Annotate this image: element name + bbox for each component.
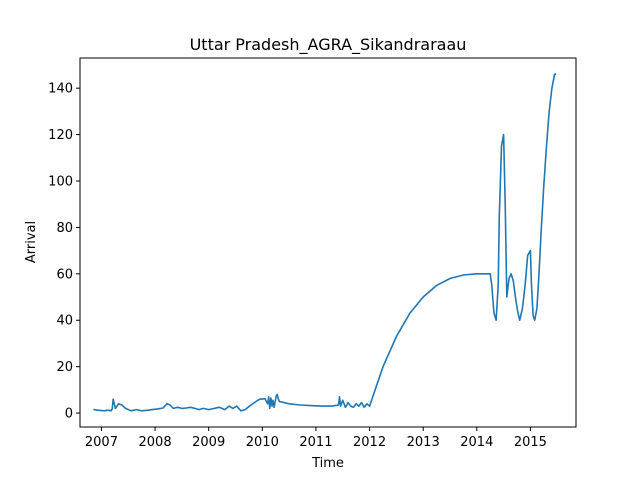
y-tick-label: 120 — [48, 128, 73, 143]
y-tick-label: 60 — [56, 267, 73, 282]
axes-frame — [79, 57, 577, 428]
x-tick-label: 2010 — [246, 435, 279, 450]
x-axis-ticks: 2007 2008 2009 2010 2011 2012 2013 2014 2015 — [85, 427, 547, 450]
chart-title: Uttar Pradesh_AGRA_Sikandraraau — [190, 35, 467, 55]
x-tick-label: 2014 — [460, 435, 493, 450]
y-tick-label: 40 — [56, 314, 73, 329]
x-tick-label: 2013 — [407, 435, 440, 450]
y-tick-label: 80 — [56, 221, 73, 236]
y-axis-ticks: 0 20 40 60 80 100 120 140 — [48, 82, 80, 422]
x-tick-label: 2011 — [299, 435, 332, 450]
y-axis-label: Arrival — [24, 221, 39, 263]
x-tick-label: 2007 — [85, 435, 118, 450]
series-line-0 — [93, 73, 557, 412]
y-tick-label: 100 — [48, 175, 73, 190]
y-tick-label: 20 — [56, 360, 73, 375]
plot-area — [93, 73, 557, 412]
x-tick-label: 2009 — [192, 435, 225, 450]
x-tick-label: 2008 — [139, 435, 172, 450]
x-tick-label: 2012 — [353, 435, 386, 450]
x-axis-label: Time — [311, 456, 344, 471]
x-tick-label: 2015 — [514, 435, 547, 450]
y-tick-label: 140 — [48, 82, 73, 97]
y-tick-label: 0 — [65, 407, 73, 422]
